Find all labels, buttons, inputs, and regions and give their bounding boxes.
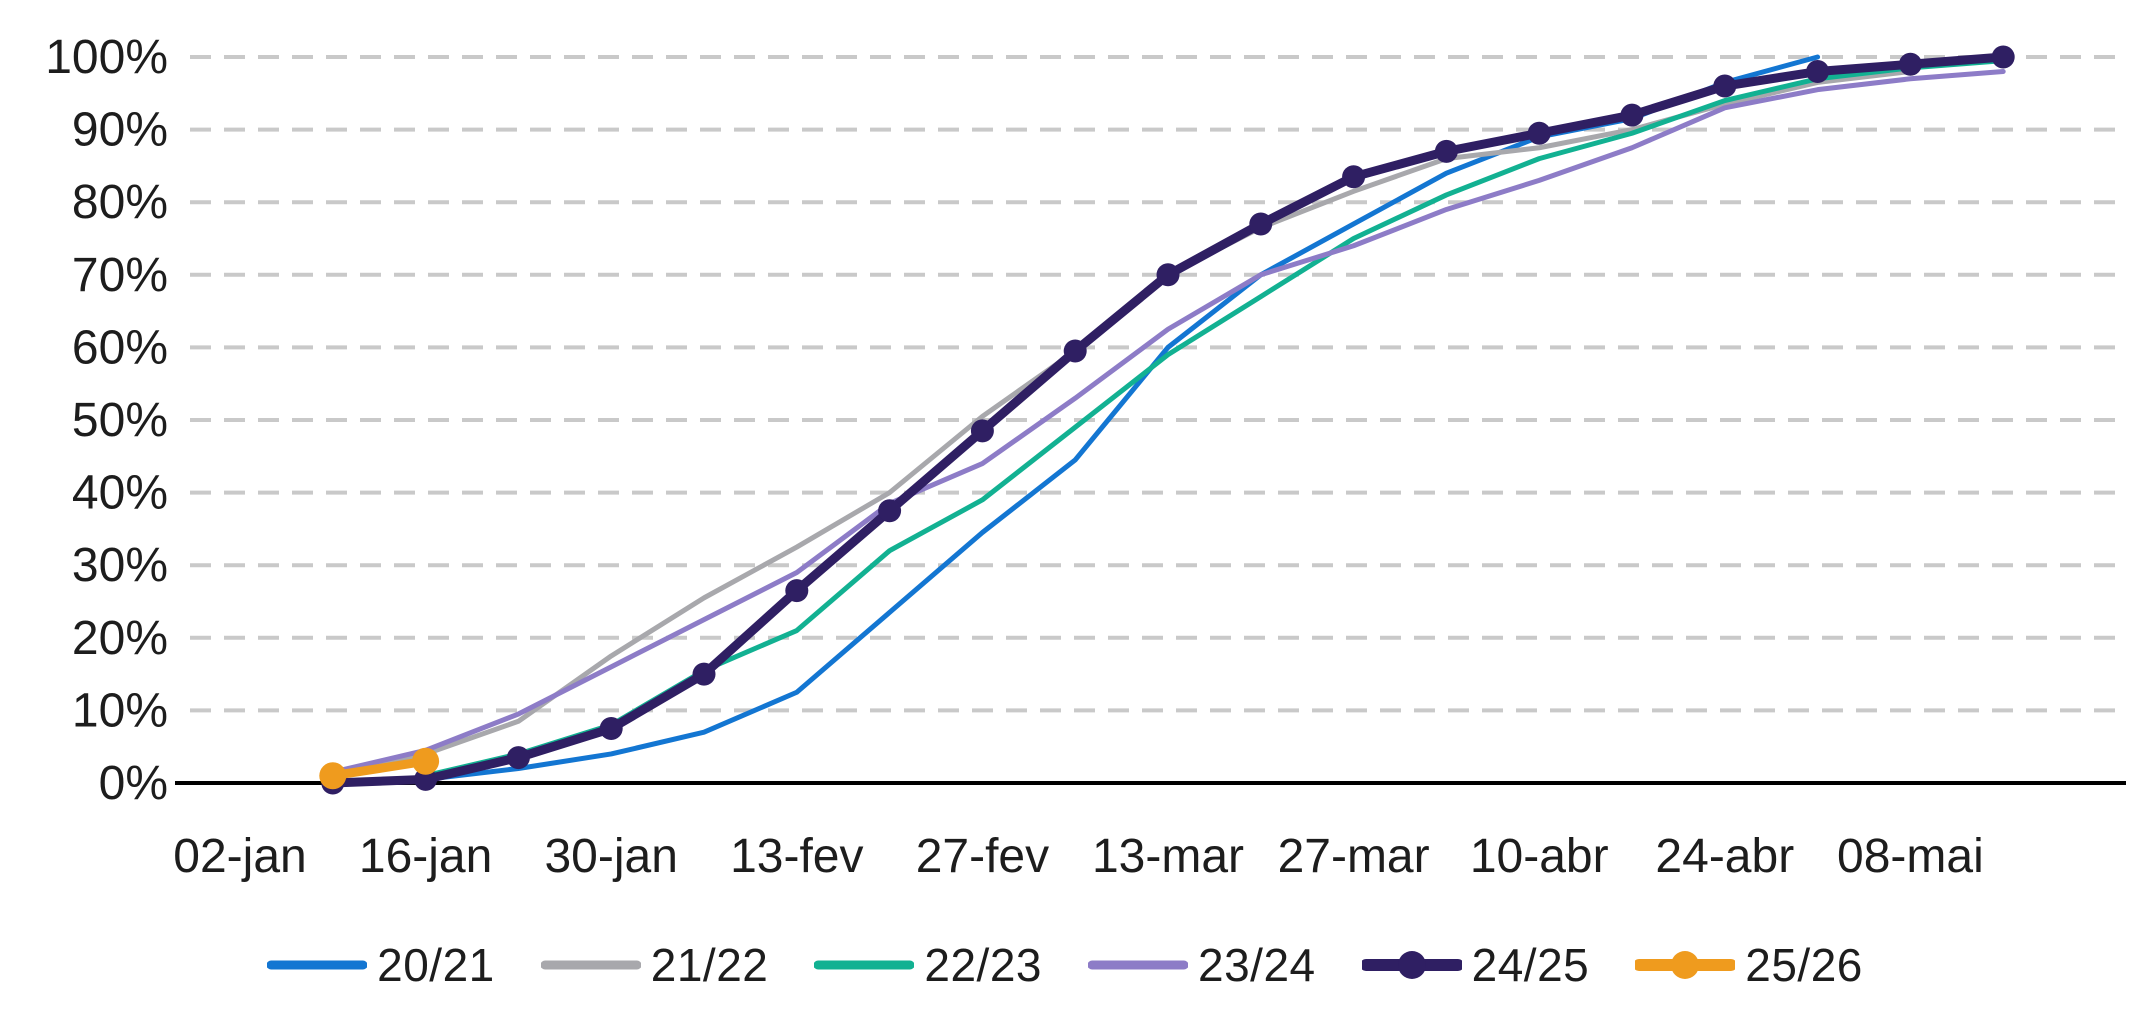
y-axis-label: 60% (72, 321, 168, 374)
legend-label-25-26: 25/26 (1745, 939, 1863, 991)
x-axis-label: 27-mar (1278, 830, 1430, 883)
x-axis-label: 30-jan (544, 830, 677, 883)
series-marker-24-25 (878, 499, 902, 523)
legend-label-21-22: 21/22 (650, 939, 769, 991)
series-marker-24-25 (1806, 60, 1830, 84)
chart-legend: 20/21 21/22 22/23 23/24 24/25 25/26 (0, 905, 2130, 1025)
series-marker-24-25 (599, 717, 623, 741)
legend-swatch-marker (1397, 951, 1426, 979)
series-marker-24-25 (1249, 212, 1273, 236)
legend-swatch-22-23 (814, 960, 915, 970)
legend-item-21-22: 21/22 (540, 938, 769, 992)
legend-swatch-23-24 (1088, 960, 1188, 970)
x-axis-label: 13-fev (730, 830, 863, 883)
legend-label-22-23: 22/23 (924, 939, 1042, 991)
series-marker-24-25 (1063, 339, 1087, 363)
series-marker-24-25 (1156, 263, 1180, 287)
series-marker-25-26 (319, 762, 347, 790)
y-axis-label: 80% (72, 176, 168, 229)
x-axis-label: 10-abr (1470, 830, 1609, 883)
y-axis-label: 90% (72, 104, 168, 157)
legend-swatch-24-25 (1361, 951, 1462, 979)
x-axis-label: 16-jan (359, 830, 492, 883)
series-marker-24-25 (1898, 52, 1922, 76)
series-marker-24-25 (970, 419, 994, 443)
legend-swatch-20-21 (267, 960, 368, 970)
legend-label-24-25: 24/25 (1471, 939, 1590, 991)
legend-item-20-21: 20/21 (267, 938, 495, 992)
y-axis-label: 50% (72, 394, 168, 447)
legend-item-25-26: 25/26 (1635, 938, 1863, 992)
legend-swatch-25-26 (1635, 951, 1736, 979)
legend-item-24-25: 24/25 (1361, 938, 1590, 992)
series-marker-24-25 (1620, 103, 1644, 127)
y-axis-label: 10% (72, 684, 168, 737)
series-marker-24-25 (414, 767, 438, 791)
x-axis-label: 08-mai (1837, 830, 1984, 883)
series-marker-24-25 (692, 662, 716, 686)
series-marker-24-25 (1713, 74, 1737, 98)
legend-item-22-23: 22/23 (814, 938, 1042, 992)
legend-swatch-marker (1671, 951, 1700, 979)
series-marker-24-25 (785, 579, 809, 603)
legend-label-23-24: 23/24 (1198, 939, 1316, 991)
y-axis-label: 0% (99, 757, 168, 810)
x-axis-label: 02-jan (173, 830, 306, 883)
y-axis-label: 100% (45, 31, 168, 84)
legend-label-20-21: 20/21 (377, 939, 495, 991)
series-marker-24-25 (506, 746, 530, 770)
series-line-25-26 (328, 756, 431, 781)
series-line-23-24 (330, 69, 2006, 775)
series-marker-24-25 (1991, 45, 2015, 69)
y-axis-label: 40% (72, 467, 168, 520)
legend-swatch-21-22 (540, 960, 641, 970)
series-marker-24-25 (1434, 139, 1458, 163)
series-marker-24-25 (1527, 121, 1551, 145)
x-axis-label: 24-abr (1655, 830, 1794, 883)
y-axis-label: 20% (72, 612, 168, 665)
x-axis-label: 27-fev (916, 830, 1049, 883)
y-axis-label: 70% (72, 249, 168, 302)
y-axis-label: 30% (72, 539, 168, 592)
legend-item-23-24: 23/24 (1088, 938, 1316, 992)
series-marker-24-25 (1342, 165, 1366, 189)
x-axis-label: 13-mar (1092, 830, 1244, 883)
series-marker-25-26 (412, 747, 440, 775)
chart-plot-area: 0% 10% 20% 30% 40% 50% 60% 70% 80% 90% 100% 02-jan 1… (45, 31, 2126, 883)
